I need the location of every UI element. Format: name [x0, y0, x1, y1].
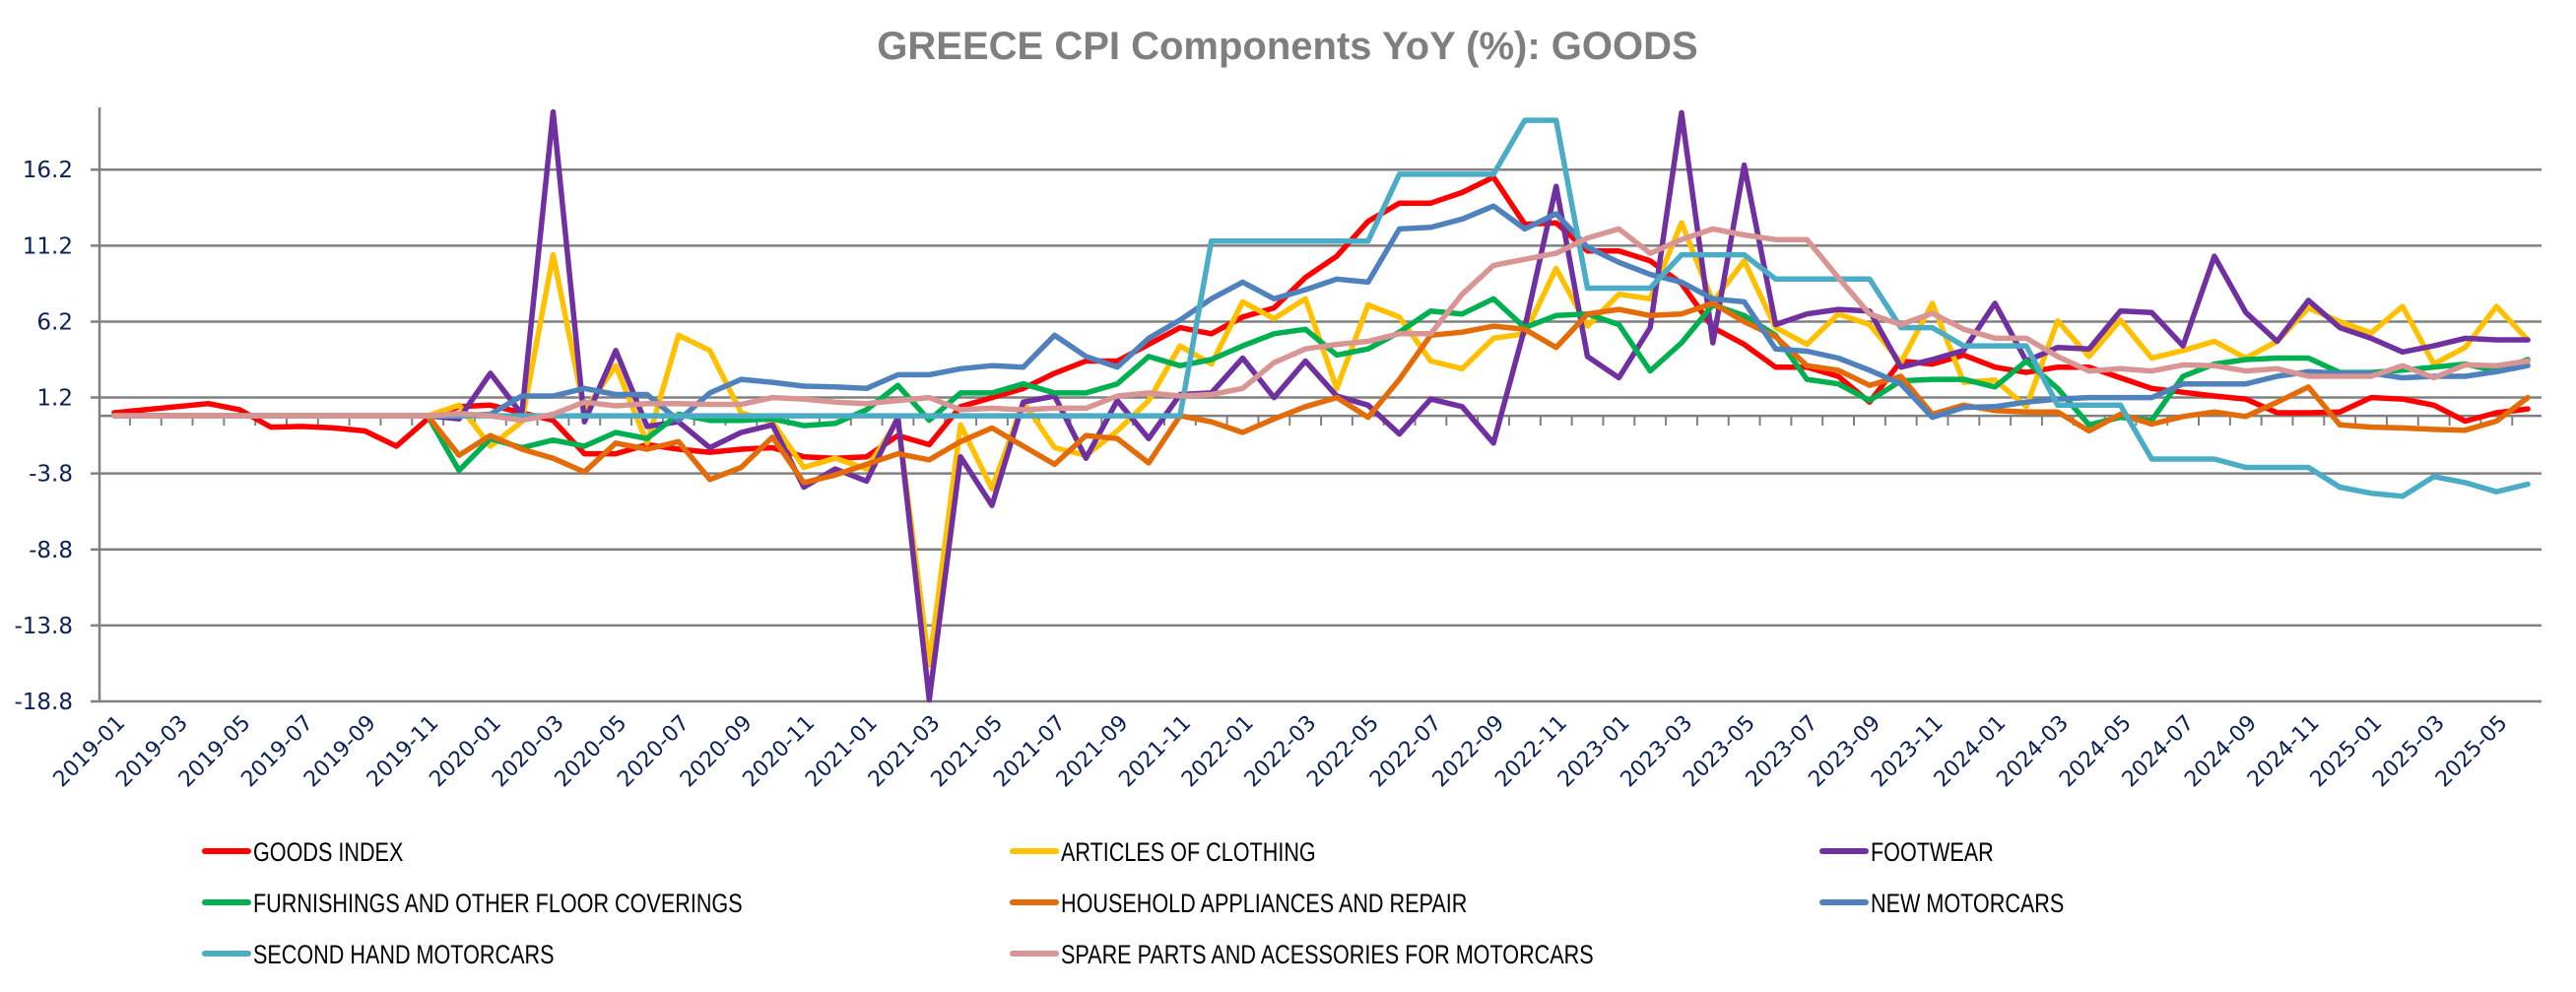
legend: GOODS INDEX ARTICLES OF CLOTHING FOOTWEAR F… [202, 838, 2064, 970]
legend-label: HOUSEHOLD APPLIANCES AND REPAIR [1061, 890, 1467, 919]
y-axis-ticks: 16.2 11.2 6.2 1.2 -3.8 -8.8 -13.8 -18.8 [14, 158, 73, 715]
y-tick-label: -18.8 [14, 690, 73, 715]
series-line-footwear [111, 108, 2531, 703]
series-line-second-hand-motorcars [111, 117, 2531, 499]
y-tick-label: 16.2 [23, 158, 73, 183]
legend-item: GOODS INDEX [202, 838, 403, 868]
y-tick-label: 11.2 [23, 233, 73, 259]
legend-label: SECOND HAND MOTORCARS [253, 941, 554, 970]
series-line-new-motorcars [111, 203, 2531, 424]
legend-item: SPARE PARTS AND ACESSORIES FOR MOTORCARS [1010, 941, 1594, 970]
y-tick-label: -13.8 [14, 614, 73, 639]
series-line-spare-parts-and-acessories-for-motorcars [111, 226, 2531, 424]
legend-item: ARTICLES OF CLOTHING [1010, 838, 1316, 868]
legend-item: SECOND HAND MOTORCARS [202, 941, 554, 970]
legend-item: FOOTWEAR [1819, 838, 1994, 868]
legend-label: FOOTWEAR [1871, 838, 1994, 868]
x-axis-tick-labels: 2019-012019-032019-052019-072019-092019-… [49, 711, 2513, 793]
chart-title: GREECE CPI Components YoY (%): GOODS [877, 25, 1697, 68]
y-tick-label: 1.2 [36, 386, 73, 412]
y-tick-label: 6.2 [36, 309, 73, 335]
y-tick-label: -3.8 [29, 462, 73, 488]
legend-label: ARTICLES OF CLOTHING [1061, 838, 1316, 868]
legend-label: NEW MOTORCARS [1871, 890, 2064, 919]
series-lines [111, 108, 2531, 703]
legend-item: NEW MOTORCARS [1819, 890, 2064, 919]
y-tick-label: -8.8 [29, 538, 73, 563]
legend-label: SPARE PARTS AND ACESSORIES FOR MOTORCARS [1061, 941, 1594, 970]
legend-item: HOUSEHOLD APPLIANCES AND REPAIR [1010, 890, 1467, 919]
legend-label: FURNISHINGS AND OTHER FLOOR COVERINGS [253, 890, 743, 919]
legend-label: GOODS INDEX [253, 838, 403, 868]
legend-item: FURNISHINGS AND OTHER FLOOR COVERINGS [202, 890, 743, 919]
